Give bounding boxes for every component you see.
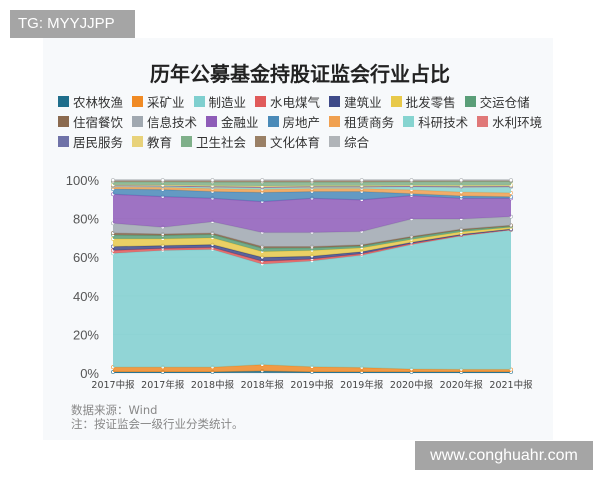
legend-label: 综合 [344,134,370,150]
y-tick-label: 60% [73,250,99,265]
legend-item[interactable]: 卫生社会 [181,132,246,151]
legend-swatch [329,95,341,107]
legend-item[interactable]: 科研技术 [403,112,468,131]
legend-label: 批发零售 [405,94,456,110]
area-信息技术 [113,216,511,247]
legend-item[interactable]: 金融业 [206,112,259,131]
legend-item[interactable]: 租赁商务 [329,112,394,131]
data-point [210,178,215,182]
area-制造业 [113,230,511,370]
x-tick-label: 2020年报 [440,379,484,391]
legend-item[interactable]: 水利环境 [477,112,542,131]
legend-swatch [255,95,267,107]
legend-label: 科研技术 [418,114,469,130]
x-tick-label: 2020中报 [390,379,434,391]
note-text: 注：按证监会一级行业分类统计。 [71,417,244,431]
x-tick-label: 2018中报 [191,379,235,391]
legend-swatch [206,115,218,127]
legend-row: 住宿餐饮 信息技术 金融业 房地产 租赁商务 科研技术 水利环境 [58,111,558,131]
legend-swatch [58,115,69,127]
legend-swatch [193,95,205,107]
area-金融业 [113,194,511,233]
legend-label: 水利环境 [492,114,543,130]
legend-label: 交运仓储 [479,94,530,110]
data-point [310,178,314,182]
legend-label: 制造业 [208,94,247,110]
source-text: 数据来源：Wind [71,403,158,417]
legend-label: 居民服务 [73,134,124,150]
legend-swatch [181,135,193,147]
legend-row: 居民服务 教育 卫生社会 文化体育 综合 [58,131,558,151]
legend-row: 农林牧渔 采矿业 制造业 水电煤气 建筑业 批发零售 交运仓储 [58,91,558,111]
legend-label: 水电煤气 [270,94,321,110]
legend-label: 房地产 [282,114,321,130]
legend-label: 文化体育 [270,134,321,150]
legend-swatch [132,135,144,147]
legend-swatch [390,95,402,107]
legend-item[interactable]: 水电煤气 [255,92,320,111]
legend-item[interactable]: 建筑业 [329,92,382,111]
x-tick-label: 2019中报 [290,379,334,391]
legend-swatch [267,115,279,127]
legend-swatch [132,95,144,107]
x-tick-label: 2019年报 [340,379,384,391]
legend-item[interactable]: 制造业 [193,92,247,111]
legend-item[interactable]: 教育 [132,132,172,151]
legend-label: 卫生社会 [196,134,247,150]
legend-item[interactable]: 交运仓储 [464,92,530,111]
legend-label: 住宿餐饮 [73,114,124,130]
legend-item[interactable]: 综合 [329,132,369,151]
legend-label: 教育 [147,134,173,150]
legend-swatch [403,115,415,127]
legend-swatch [464,95,476,107]
legend-item[interactable]: 房地产 [267,112,321,131]
legend-swatch [329,115,341,127]
legend-label: 租赁商务 [344,114,395,130]
legend-label: 金融业 [221,114,259,130]
y-tick-label: 100% [66,173,100,188]
y-tick-label: 0% [80,366,99,381]
legend-swatch [58,95,69,107]
legend-label: 采矿业 [147,94,185,110]
legend-label: 信息技术 [147,114,198,130]
legend-item[interactable]: 采矿业 [132,92,185,111]
legend-item[interactable]: 批发零售 [390,92,456,111]
y-tick-label: 20% [73,327,99,342]
source-notes: 数据来源：Wind 注：按证监会一级行业分类统计。 [71,403,244,431]
chart-title: 历年公募基金持股证监会行业占比 [150,62,450,86]
y-tick-label: 40% [73,289,99,304]
legend-item[interactable]: 农林牧渔 [58,92,123,111]
x-tick-label: 2017年报 [141,379,185,391]
legend: 农林牧渔 采矿业 制造业 水电煤气 建筑业 批发零售 交运仓储住宿餐饮 信息技术 金融业 房地产 租… [58,91,558,151]
x-tick-label: 2017中报 [91,379,135,391]
data-point [509,178,513,182]
legend-swatch [255,135,267,147]
data-point [111,178,115,182]
data-point [260,178,265,182]
legend-swatch [58,135,69,147]
x-tick-label: 2018年报 [241,379,285,391]
legend-item[interactable]: 住宿餐饮 [58,112,123,131]
site-watermark: www.conghuahr.com [415,441,593,470]
legend-label: 建筑业 [344,94,382,110]
legend-item[interactable]: 信息技术 [132,112,197,131]
data-point [409,178,414,182]
legend-label: 农林牧渔 [73,94,124,110]
legend-swatch [329,135,341,147]
data-point [359,178,364,182]
legend-swatch [132,115,144,127]
legend-swatch [477,115,489,127]
legend-item[interactable]: 文化体育 [255,132,320,151]
legend-item[interactable]: 居民服务 [58,132,123,151]
x-tick-label: 2021中报 [489,379,533,391]
tg-badge: TG: MYYJJPP [10,10,135,38]
data-point [160,178,165,182]
y-tick-label: 80% [73,212,99,227]
data-point [459,178,464,182]
